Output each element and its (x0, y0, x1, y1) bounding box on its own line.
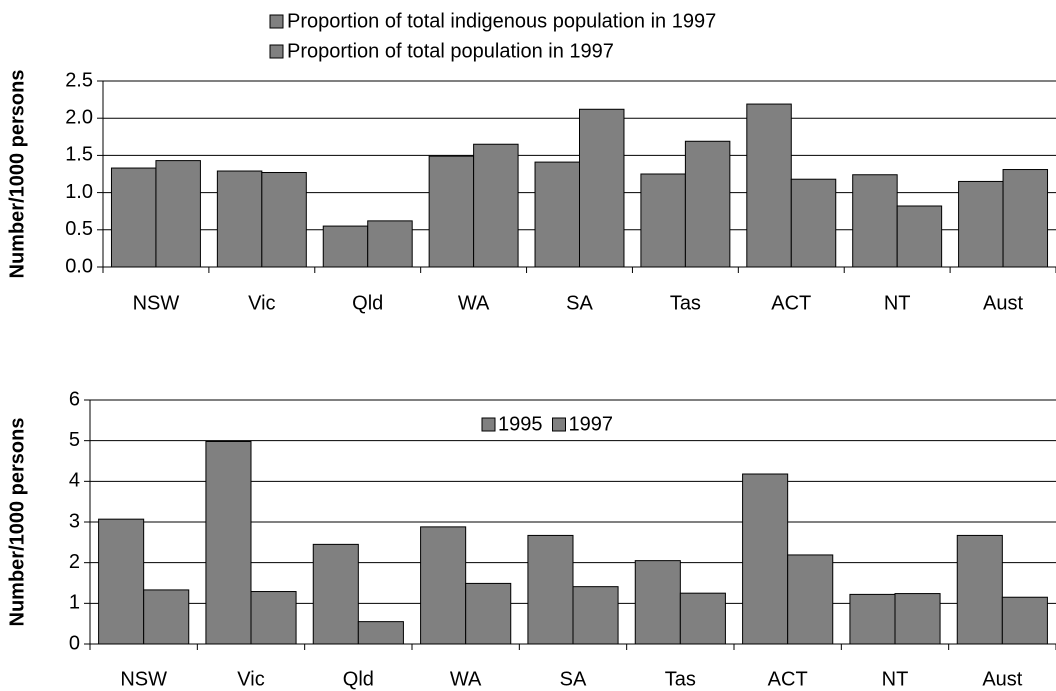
legend-label: Proportion of total indigenous populatio… (287, 10, 716, 32)
legend-swatch (269, 44, 284, 59)
x-tick-label: WA (458, 292, 490, 314)
bar (205, 440, 252, 645)
x-tick-label: ACT (768, 668, 808, 690)
bar (473, 143, 519, 268)
x-tick-label: Qld (343, 668, 374, 690)
y-tick-label: 2 (69, 551, 80, 573)
bar (155, 160, 201, 268)
bar (98, 518, 145, 645)
bar (527, 534, 574, 645)
bar (746, 103, 792, 268)
bar (956, 534, 1003, 645)
x-tick-label: SA (560, 668, 587, 690)
bar (312, 543, 359, 645)
bar (958, 180, 1004, 268)
y-tick-label: 1.5 (65, 144, 93, 166)
bar (420, 526, 467, 645)
bar (849, 593, 896, 645)
legend-swatch (481, 417, 496, 432)
bar (143, 589, 190, 645)
bar (534, 161, 581, 268)
bar (787, 554, 834, 645)
y-tick-label: 0.0 (65, 255, 93, 277)
legend-swatch (269, 14, 284, 29)
bar (579, 108, 625, 268)
bar (894, 593, 941, 645)
bar (634, 560, 681, 645)
x-tick-label: Tas (670, 292, 701, 314)
y-tick-label: 1.0 (65, 181, 93, 203)
y-tick-label: 5 (69, 429, 80, 451)
y-tick-label: 6 (69, 388, 80, 410)
y-tick-label: 3 (69, 510, 80, 532)
y-tick-label: 2.5 (65, 69, 93, 91)
x-tick-label: Tas (665, 668, 696, 690)
bar (1001, 596, 1048, 645)
bar (679, 592, 726, 645)
y-axis-title: Number/1000 persons (6, 418, 28, 627)
x-tick-label: NSW (133, 292, 180, 314)
bar (896, 205, 943, 268)
x-tick-label: NT (884, 292, 911, 314)
bar (357, 621, 404, 645)
x-tick-label: Aust (983, 292, 1023, 314)
bar (250, 591, 297, 645)
y-tick-label: 0 (69, 632, 80, 654)
bar (465, 582, 512, 645)
x-tick-label: NT (882, 668, 909, 690)
x-tick-label: ACT (771, 292, 811, 314)
x-tick-label: Aust (982, 668, 1022, 690)
x-tick-label: Vic (237, 668, 264, 690)
y-tick-label: 2.0 (65, 106, 93, 128)
bar (572, 586, 619, 645)
bar (640, 173, 686, 268)
legend-label: 1997 (569, 413, 614, 435)
legend-label: 1995 (498, 413, 543, 435)
bar (1002, 169, 1049, 268)
x-tick-label: Vic (248, 292, 275, 314)
y-tick-label: 0.5 (65, 218, 93, 240)
legend-label: Proportion of total population in 1997 (287, 40, 614, 62)
bar (852, 174, 898, 268)
legend-swatch (552, 417, 566, 432)
x-tick-label: NSW (120, 668, 167, 690)
bar (684, 140, 731, 268)
bar (216, 170, 263, 268)
bar (428, 155, 475, 268)
x-tick-label: SA (566, 292, 593, 314)
y-tick-label: 4 (69, 470, 80, 492)
bar (322, 225, 369, 268)
x-tick-label: WA (450, 668, 482, 690)
x-tick-label: Qld (352, 292, 383, 314)
bar (367, 220, 413, 268)
bar (790, 178, 837, 268)
bar (110, 167, 157, 268)
y-axis-title: Number/1000 persons (6, 70, 28, 279)
y-tick-label: 1 (69, 592, 80, 614)
bar (742, 473, 789, 645)
bar (261, 172, 307, 268)
